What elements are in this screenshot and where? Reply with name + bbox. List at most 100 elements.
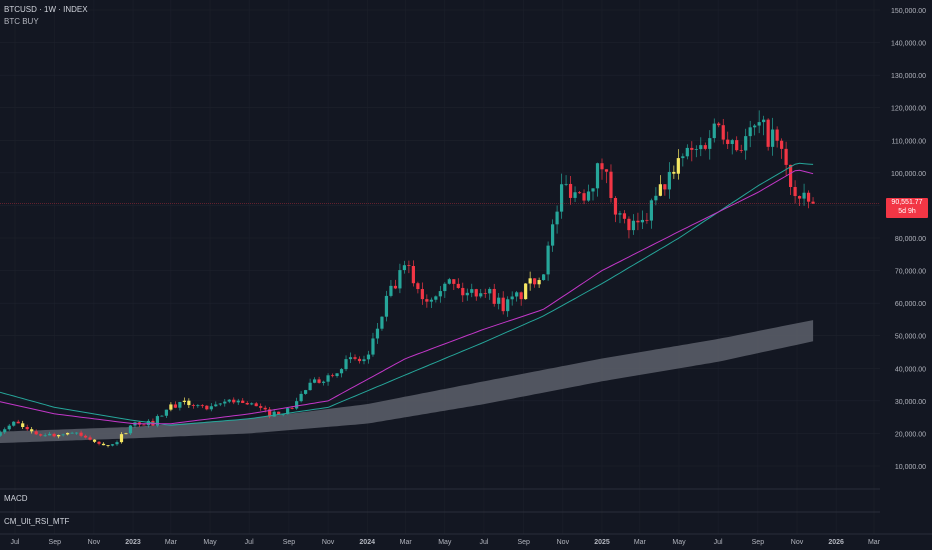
symbol-legend[interactable]: BTCUSD · 1W · INDEX bbox=[4, 5, 88, 14]
candle-body bbox=[106, 445, 110, 446]
x-tick-label: 2026 bbox=[828, 539, 844, 546]
candle-body bbox=[528, 278, 532, 284]
candle-body bbox=[766, 119, 770, 147]
x-tick-label: Sep bbox=[283, 539, 296, 546]
candle-body bbox=[79, 432, 83, 436]
x-tick-label: Mar bbox=[165, 539, 178, 546]
candle-body bbox=[254, 403, 258, 407]
candle-body bbox=[645, 219, 649, 221]
y-tick-label: 140,000.00 bbox=[891, 41, 926, 48]
candle-body bbox=[304, 390, 308, 394]
rsi-pane-label[interactable]: CM_Ult_RSI_MTF bbox=[4, 517, 70, 526]
candle-body bbox=[672, 171, 676, 174]
candle-body bbox=[330, 375, 335, 377]
candle-body bbox=[326, 375, 330, 382]
candle-body bbox=[793, 187, 797, 197]
candle-body bbox=[52, 433, 56, 437]
candle-body bbox=[586, 191, 591, 201]
candle-body bbox=[663, 184, 667, 190]
x-tick-label: May bbox=[672, 539, 686, 546]
candle-body bbox=[348, 357, 353, 360]
candle-body bbox=[146, 420, 151, 426]
candle-body bbox=[497, 297, 501, 304]
macd-pane-label[interactable]: MACD bbox=[4, 494, 28, 503]
candle-body bbox=[685, 147, 689, 157]
x-tick-label: Nov bbox=[557, 539, 570, 546]
candle-body bbox=[277, 411, 281, 415]
candle-body bbox=[568, 183, 573, 198]
candle-body bbox=[128, 425, 133, 434]
candle-body bbox=[416, 283, 420, 290]
candle-body bbox=[600, 163, 604, 170]
candle-body bbox=[775, 129, 779, 141]
candle-body bbox=[119, 434, 124, 443]
candle-body bbox=[425, 299, 429, 302]
candle-body bbox=[546, 245, 550, 275]
candle-body bbox=[555, 211, 559, 225]
y-tick-label: 50,000.00 bbox=[895, 334, 926, 341]
candle-body bbox=[479, 293, 483, 297]
x-tick-label: 2023 bbox=[125, 539, 141, 546]
candle-body bbox=[420, 289, 424, 300]
candle-body bbox=[470, 289, 474, 293]
candle-body bbox=[703, 145, 707, 149]
candle-body bbox=[730, 140, 734, 144]
x-tick-label: 2024 bbox=[359, 539, 375, 546]
candle-body bbox=[250, 403, 254, 405]
bar-countdown: 5d 9h bbox=[898, 208, 916, 215]
candle-body bbox=[699, 145, 703, 150]
candle-body bbox=[411, 266, 415, 284]
candle-body bbox=[681, 156, 685, 159]
y-tick-label: 100,000.00 bbox=[891, 171, 926, 178]
candle-body bbox=[3, 429, 7, 433]
candle-body bbox=[739, 150, 743, 151]
last-price-tag: 90,551.77 5d 9h bbox=[886, 198, 928, 218]
indicator-legend[interactable]: BTC BUY bbox=[4, 17, 39, 26]
candle-body bbox=[375, 328, 380, 339]
y-tick-label: 80,000.00 bbox=[895, 236, 926, 243]
candle-body bbox=[362, 359, 366, 362]
candle-body bbox=[564, 183, 568, 185]
long-term-band bbox=[0, 320, 814, 444]
candle-body bbox=[519, 292, 523, 300]
candle-body bbox=[636, 220, 640, 223]
candle-body bbox=[214, 404, 218, 407]
candle-body bbox=[286, 408, 290, 415]
candle-body bbox=[398, 270, 402, 289]
candle-body bbox=[784, 148, 788, 165]
candle-body bbox=[618, 213, 622, 215]
x-tick-label: Mar bbox=[634, 539, 647, 546]
candle-body bbox=[537, 280, 541, 285]
candle-body bbox=[66, 432, 70, 435]
candle-body bbox=[245, 402, 249, 405]
candle-body bbox=[101, 443, 106, 446]
x-tick-label: Jul bbox=[11, 539, 20, 546]
candle-body bbox=[811, 201, 815, 204]
candle-body bbox=[676, 158, 680, 174]
last-price-value: 90,551.77 bbox=[891, 199, 923, 206]
candle-body bbox=[613, 197, 618, 215]
price-axis: 150,000.00 140,000.00 130,000.00 120,000.00… bbox=[891, 8, 926, 471]
candle-body bbox=[344, 359, 348, 370]
x-tick-label: Jul bbox=[245, 539, 254, 546]
candle-body bbox=[16, 421, 20, 424]
y-tick-label: 110,000.00 bbox=[891, 138, 926, 145]
candle-body bbox=[70, 432, 74, 434]
candle-body bbox=[173, 404, 177, 408]
candle-body bbox=[268, 409, 272, 417]
candle-body bbox=[744, 136, 748, 151]
candle-body bbox=[667, 171, 671, 190]
candle-body bbox=[658, 184, 662, 196]
candle-body bbox=[236, 400, 240, 403]
ma-purple-line bbox=[0, 169, 814, 425]
time-axis: Jul Sep Nov 2023 Mar May Jul Sep Nov 2024 Mar May Ju… bbox=[11, 539, 881, 546]
candle-body bbox=[191, 405, 195, 406]
candle-body bbox=[780, 140, 784, 149]
candle-body bbox=[124, 433, 128, 435]
x-tick-label: May bbox=[438, 539, 452, 546]
x-tick-label: Mar bbox=[868, 539, 881, 546]
candle-body bbox=[0, 432, 2, 436]
candle-body bbox=[110, 444, 115, 446]
candle-body bbox=[483, 293, 487, 295]
